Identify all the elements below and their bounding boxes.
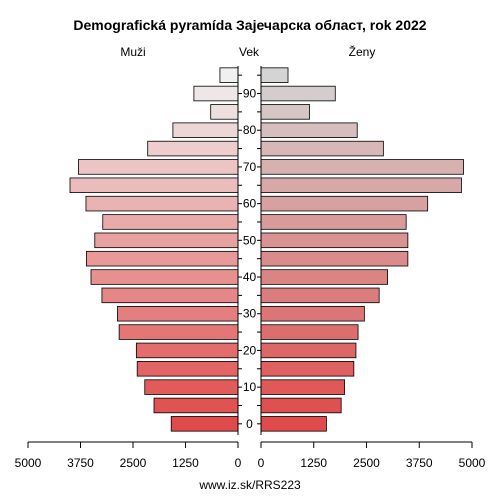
female-bar: [260, 122, 358, 138]
x-tick-label: 5000: [459, 456, 486, 470]
male-bar: [94, 232, 239, 249]
male-bar: [85, 250, 239, 267]
female-bar: [260, 361, 355, 377]
x-tick-label: 0: [258, 456, 265, 470]
x-tick-label: 5000: [15, 456, 42, 470]
x-tick-label: 3750: [67, 456, 94, 470]
age-tick-label: 20: [243, 343, 257, 357]
male-bar: [144, 379, 239, 395]
male-bar: [118, 324, 239, 340]
x-tick-label: 0: [235, 456, 242, 470]
x-tick-label: 3750: [406, 456, 433, 470]
x-tick-label: 1250: [300, 456, 327, 470]
male-bar: [69, 177, 239, 194]
female-bar: [260, 104, 310, 120]
female-bar: [260, 140, 384, 157]
age-tick-label: 40: [243, 270, 257, 284]
male-bar: [147, 140, 239, 157]
female-bar: [260, 287, 380, 304]
x-tick-label: 1250: [172, 456, 199, 470]
chart-title: Demografická pyramída Зајечарска област,…: [73, 17, 426, 33]
male-bar: [172, 122, 239, 138]
male-bar: [85, 195, 239, 212]
female-bar: [260, 67, 289, 83]
male-bar: [153, 397, 239, 414]
age-tick-label: 70: [243, 160, 257, 174]
male-bar: [193, 85, 239, 102]
age-tick-label: 50: [243, 233, 257, 247]
female-bar: [260, 159, 464, 175]
female-bar: [260, 177, 462, 194]
female-bar: [260, 397, 342, 414]
x-tick-label: 2500: [353, 456, 380, 470]
male-bar: [135, 342, 239, 359]
age-tick-label: 90: [243, 87, 257, 101]
female-bar: [260, 416, 327, 432]
age-tick-label: 30: [243, 307, 257, 321]
age-tick-label: 80: [243, 123, 257, 137]
female-bar: [260, 305, 365, 322]
female-bars: [260, 67, 464, 432]
age-tick-label: 10: [243, 380, 257, 394]
male-bar: [170, 416, 239, 432]
male-bar: [90, 269, 239, 285]
age-axis: 0 10 20 30 40 50 60 70 80 90: [237, 66, 262, 435]
male-bar: [219, 67, 239, 83]
male-x-axis: 5000 3750 2500 1250 0: [15, 441, 242, 470]
age-tick-label: 60: [243, 197, 257, 211]
footer-url: www.iz.sk/RRS223: [198, 478, 301, 492]
male-bar: [101, 287, 239, 304]
female-bar: [260, 214, 407, 230]
female-bar: [260, 250, 409, 267]
female-label: Ženy: [349, 44, 376, 59]
male-bar: [102, 214, 239, 230]
female-bar: [260, 195, 429, 212]
female-bar: [260, 85, 336, 102]
age-axis-label: Vek: [239, 45, 260, 59]
male-bars: [69, 67, 239, 432]
male-label: Muži: [120, 45, 145, 59]
female-bar: [260, 269, 388, 285]
male-bar: [210, 104, 239, 120]
female-bar: [260, 324, 359, 340]
female-x-axis: 0 1250 2500 3750 5000: [258, 441, 486, 470]
male-bar: [117, 305, 239, 322]
x-tick-label: 2500: [120, 456, 147, 470]
age-tick-label: 0: [246, 417, 253, 431]
female-bar: [260, 232, 409, 249]
female-bar: [260, 379, 345, 395]
male-bar: [136, 361, 239, 377]
male-bar: [78, 159, 239, 175]
female-bar: [260, 342, 357, 359]
